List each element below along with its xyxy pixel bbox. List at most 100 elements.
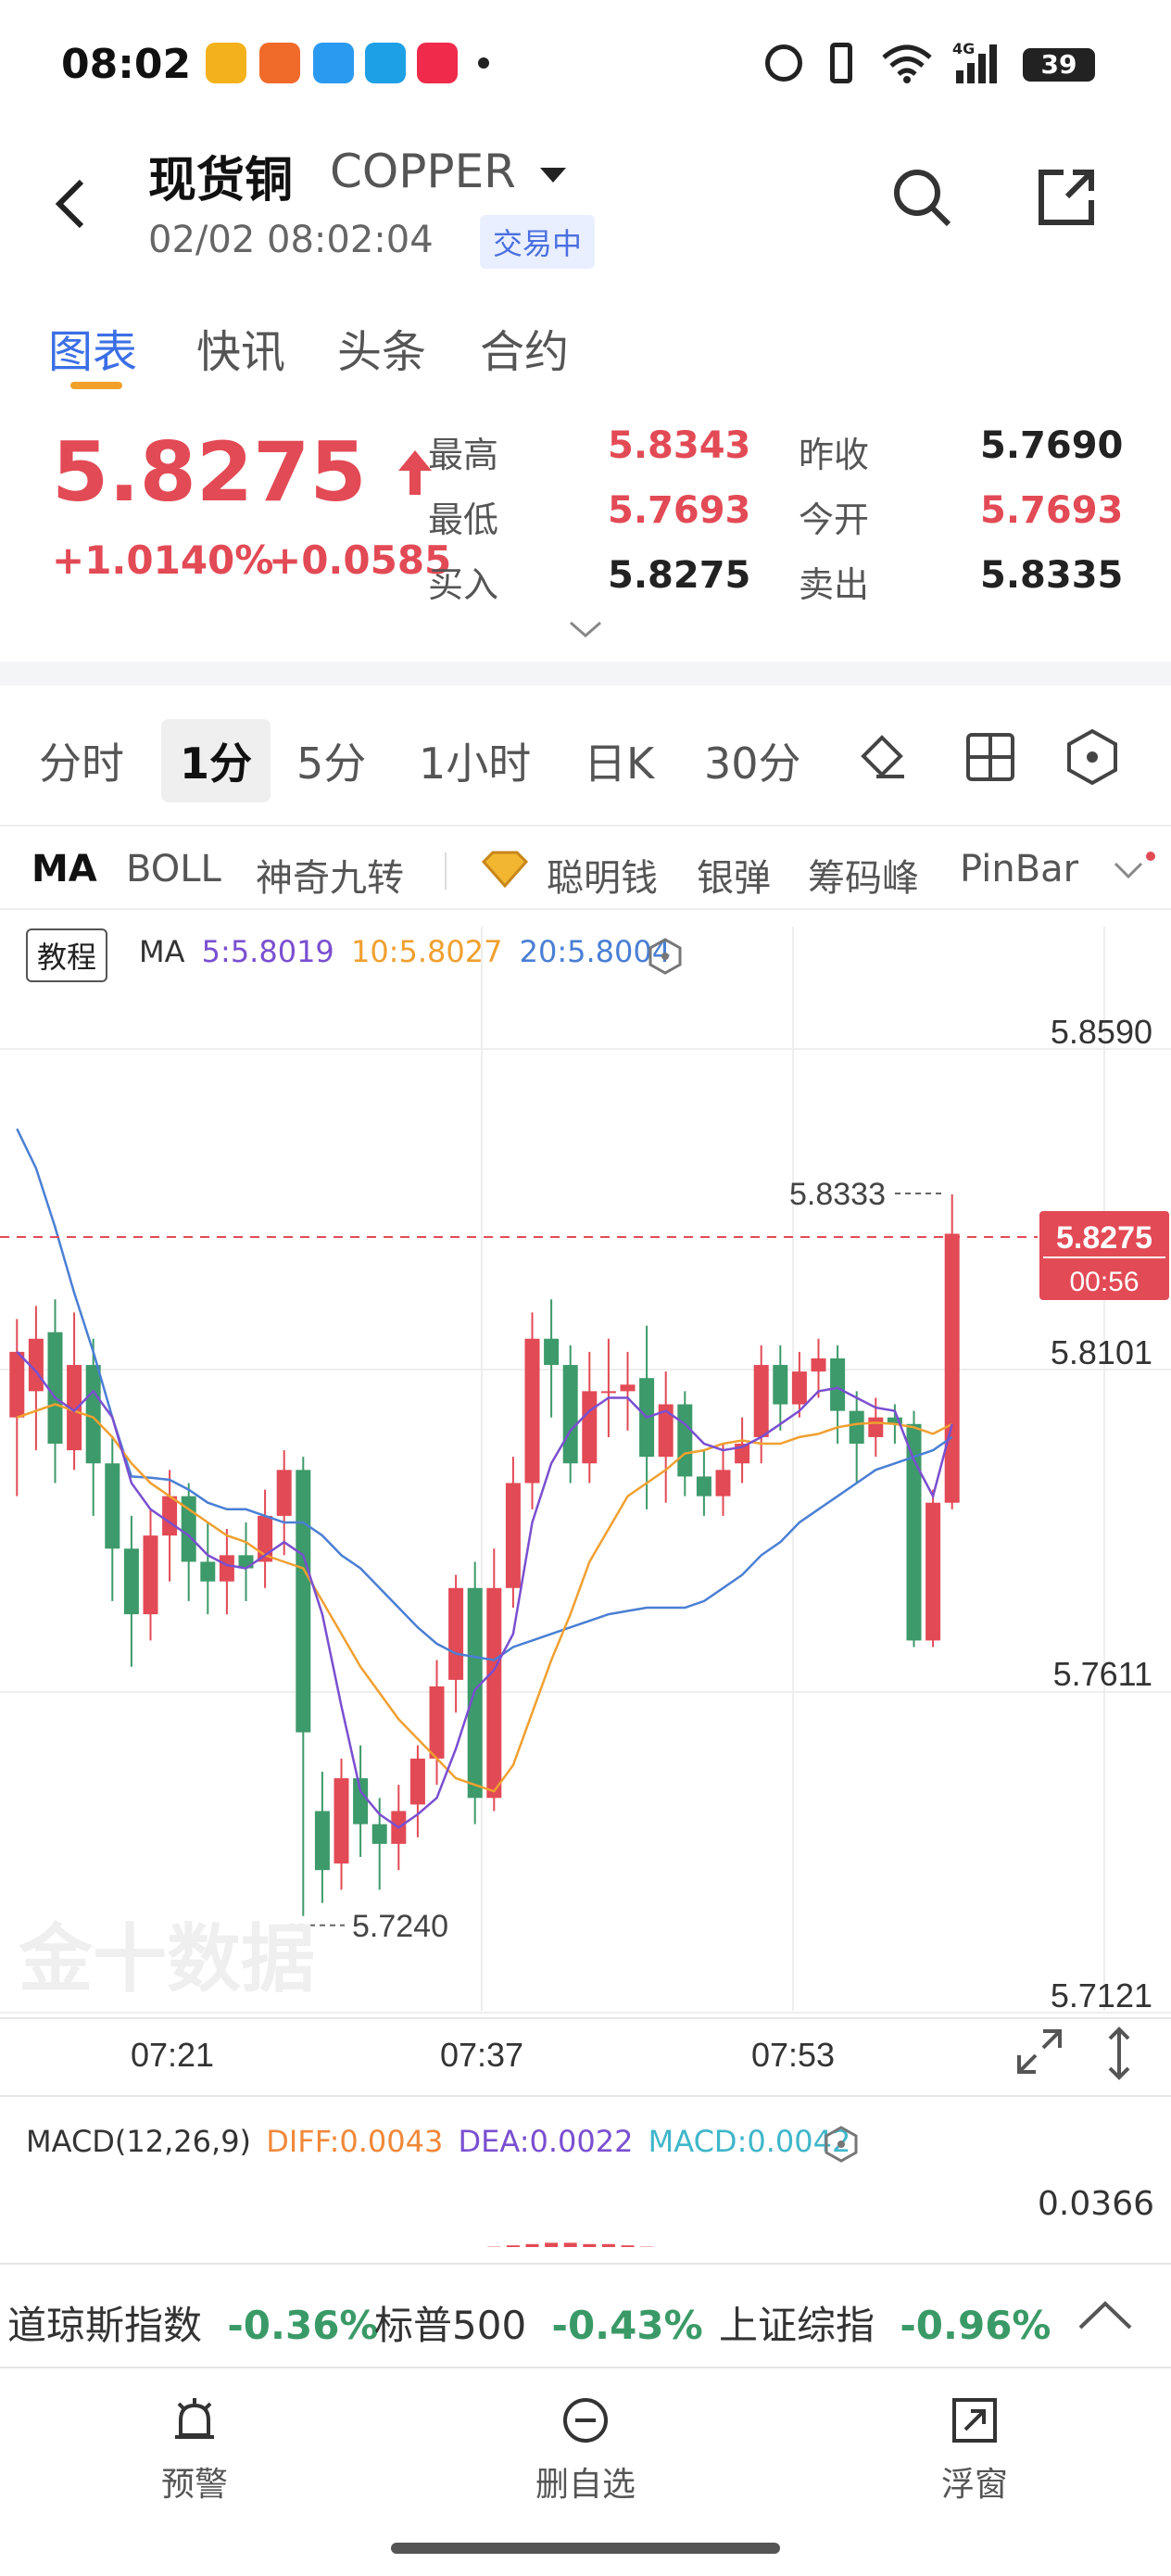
tab-chart[interactable]: 图表 — [48, 326, 138, 378]
tab-contract[interactable]: 合约 — [480, 326, 570, 378]
period-1hour[interactable]: 1小时 — [419, 739, 532, 789]
macd-settings-icon[interactable] — [825, 2126, 858, 2163]
candle-body — [371, 1824, 387, 1844]
period-5min[interactable]: 5分 — [296, 739, 367, 789]
macd-legend: MACD(12,26,9) DIFF:0.0043 DEA:0.0022 MAC… — [26, 2124, 850, 2159]
current-price-text: 5.8275 — [1056, 1220, 1152, 1256]
candle-body — [830, 1357, 846, 1411]
home-indicator[interactable] — [391, 2543, 780, 2554]
x-axis-label: 07:37 — [440, 2036, 523, 2074]
trading-status-badge: 交易中 — [480, 215, 596, 269]
indicator-pinbar[interactable]: PinBar — [960, 848, 1079, 890]
kline-chart[interactable]: 5.8590 5.8101 5.7611 5.7121 07:21 07:37 07:53 5… — [0, 913, 1171, 2261]
period-30min[interactable]: 30分 — [704, 739, 801, 789]
back-button[interactable] — [52, 176, 89, 232]
candle-body — [906, 1423, 922, 1641]
candle-body — [791, 1371, 807, 1405]
kline-svg: 5.8590 5.8101 5.7611 5.7121 07:21 07:37 07:53 5… — [0, 927, 1171, 2261]
indicator-td9[interactable]: 神奇九转 — [256, 857, 404, 900]
ma-settings-icon[interactable] — [648, 938, 682, 975]
period-tick[interactable]: 分时 — [39, 739, 124, 789]
indicator-ma[interactable]: MA — [31, 848, 97, 890]
tutorial-button[interactable]: 教程 — [26, 928, 108, 982]
section-divider — [0, 662, 1171, 686]
candle-body — [143, 1535, 158, 1615]
candle-body — [868, 1417, 884, 1437]
candle-body — [773, 1365, 788, 1405]
candle-body — [429, 1686, 445, 1759]
candle-body — [276, 1470, 292, 1516]
ma5-line — [16, 1351, 953, 1829]
high-value: 5.8343 — [608, 424, 751, 467]
candle-body — [811, 1357, 826, 1372]
fullscreen-icon[interactable] — [1015, 2027, 1064, 2076]
countdown-text: 00:56 — [1069, 1267, 1139, 1297]
quote-timestamp: 02/02 08:02:04 — [148, 219, 434, 261]
more-notifications-dot — [478, 57, 489, 69]
macd-bar — [563, 2242, 577, 2261]
draw-tool-icon[interactable] — [854, 728, 910, 786]
candle-body — [715, 1470, 731, 1496]
bid-value: 5.8275 — [608, 554, 751, 597]
y-axis-label: 5.8101 — [1051, 1333, 1152, 1371]
ticker-shanghai[interactable]: 上证综指 -0.96% — [719, 2294, 1051, 2351]
vertical-scale-icon[interactable] — [1101, 2026, 1138, 2081]
low-value: 5.7693 — [608, 489, 751, 532]
indicator-boll[interactable]: BOLL — [126, 848, 221, 890]
ticker-change: -0.36% — [227, 2303, 379, 2348]
more-indicators-icon[interactable] — [1110, 851, 1156, 888]
instrument-selector[interactable]: COPPER — [330, 145, 566, 198]
cellular-signal-icon: 4G — [952, 41, 997, 83]
candle-body — [486, 1587, 502, 1799]
ticker-dow[interactable]: 道琼斯指数 -0.36% — [7, 2294, 379, 2351]
tab-headlines[interactable]: 头条 — [337, 326, 427, 378]
instrument-code: COPPER — [330, 145, 516, 198]
candle-body — [353, 1778, 369, 1825]
app-notification-icon — [206, 43, 246, 83]
caret-down-icon — [539, 167, 566, 183]
wifi-icon — [882, 44, 932, 83]
candle-body — [562, 1365, 578, 1464]
period-1min[interactable]: 1分 — [161, 719, 271, 802]
candle-body — [887, 1417, 902, 1424]
battery-icon: 39 — [1023, 48, 1095, 82]
macd-bar — [525, 2243, 539, 2261]
open-value: 5.7693 — [980, 489, 1124, 532]
ticker-change: -0.43% — [551, 2303, 703, 2348]
share-icon[interactable] — [1036, 167, 1097, 228]
macd-axis-top: 0.0366 — [1038, 2185, 1154, 2223]
low-label: 最低 — [428, 499, 499, 540]
ticker-sp500[interactable]: 标普500 -0.43% — [374, 2294, 703, 2351]
search-icon[interactable] — [891, 167, 952, 228]
nav-remove-watchlist[interactable]: 删自选 — [493, 2396, 678, 2517]
divider — [0, 908, 1171, 910]
prev-close-label: 昨收 — [799, 435, 870, 475]
app-notification-icon — [313, 43, 354, 83]
candle-body — [524, 1338, 540, 1484]
arrow-up-icon — [398, 450, 433, 495]
nav-float-window[interactable]: 浮窗 — [882, 2396, 1067, 2517]
expand-chevron-icon[interactable] — [567, 619, 604, 641]
change-percent: +1.0140% — [52, 537, 274, 583]
settings-hexagon-icon[interactable] — [1065, 728, 1119, 786]
y-axis-label: 5.7121 — [1051, 1976, 1152, 2014]
indicator-smart-money[interactable]: 聪明钱 — [547, 857, 658, 900]
candle-body — [677, 1404, 693, 1477]
macd-bar — [621, 2245, 635, 2261]
indicator-chip-peak[interactable]: 筹码峰 — [808, 857, 919, 900]
macd-label: MACD(12,26,9) — [26, 2124, 252, 2159]
nav-alert[interactable]: 预警 — [102, 2396, 287, 2517]
app-notification-icon — [417, 43, 458, 83]
candle-body — [162, 1496, 178, 1536]
app-notification-icon — [259, 43, 300, 83]
indicator-silver-bullet[interactable]: 银弹 — [697, 857, 771, 900]
tab-flash-news[interactable]: 快讯 — [196, 326, 286, 378]
vibrate-icon — [830, 43, 852, 83]
grid-layout-icon[interactable] — [965, 732, 1015, 782]
macd-bar — [545, 2242, 559, 2261]
period-daily[interactable]: 日K — [584, 739, 655, 789]
chevron-up-icon[interactable] — [1077, 2296, 1134, 2333]
low-marker-text: 5.7240 — [352, 1909, 448, 1944]
ticker-name: 标普500 — [374, 2303, 527, 2348]
nav-remove-label: 删自选 — [535, 2466, 636, 2504]
